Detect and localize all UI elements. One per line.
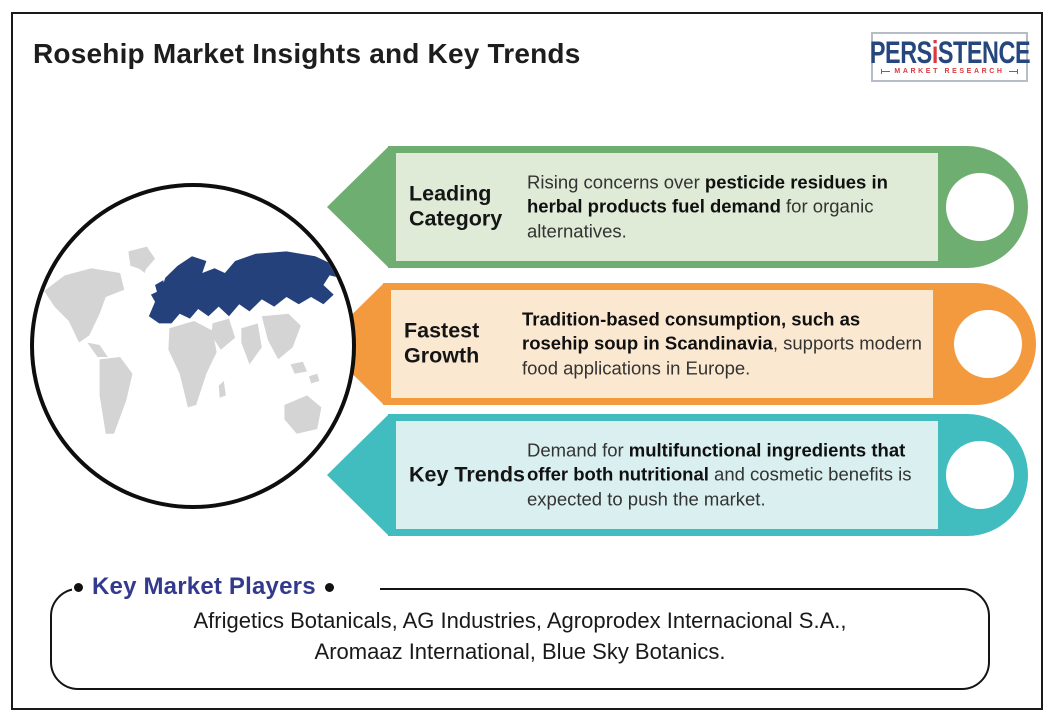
world-map-icon [44,246,340,446]
banner-description: Tradition-based consumption, such as ros… [522,308,922,379]
key-players-title: Key Market Players [92,573,316,600]
brand-logo: PERSiSTENCE MARKET RESEARCH [869,32,1030,82]
banner-label: Key Trends [409,462,525,487]
banner-label: Fastest Growth [404,318,480,368]
companies-line: Afrigetics Botanicals, AG Industries, Ag… [193,608,847,633]
brand-logo-text: PERSiSTENCE [869,34,1030,70]
logo-right-tick-icon [1008,69,1018,74]
banner-fastest-growth: Fastest Growth Tradition-based consumpti… [300,283,1036,405]
logo-red-i: i [931,34,938,70]
key-players-heading: Key Market Players [74,573,334,601]
bullet-dot-icon [74,582,83,592]
page-title: Rosehip Market Insights and Key Trends [33,38,581,69]
banner-key-trends: Key Trends Demand for multifunctional in… [305,414,1028,536]
page-border [11,12,1043,710]
banner-hole-icon [946,441,1014,509]
banner-description: Demand for multifunctional ingredients t… [527,439,912,510]
world-map-circle [30,183,356,509]
banner-left-arrow-icon [327,414,389,536]
banner-left-arrow-icon [327,146,389,268]
key-players-companies: Afrigetics Botanicals, AG Industries, Ag… [50,605,990,667]
banner-inner-panel [396,421,938,529]
banner-leading-category: Leading Category Rising concerns over pe… [305,146,1028,268]
logo-left-tick-icon [881,69,891,74]
banner-inner-panel [396,153,938,261]
banner-label: Leading Category [409,181,503,231]
banner-description: Rising concerns over pesticide residues … [527,171,888,242]
banner-hole-icon [954,310,1022,378]
key-players-border-mask [72,584,380,594]
banner-hole-icon [946,173,1014,241]
brand-logo-subtitle: MARKET RESEARCH [881,68,1018,75]
key-players-box [50,588,990,690]
bullet-dot-icon [324,582,334,592]
companies-line: Aromaaz International, Blue Sky Botanics… [314,639,726,665]
banner-inner-panel [391,290,933,398]
